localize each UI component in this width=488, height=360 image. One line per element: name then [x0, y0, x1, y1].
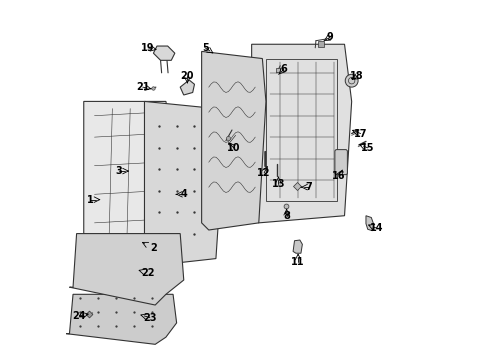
Text: 9: 9 [326, 32, 333, 42]
Text: 22: 22 [141, 268, 155, 278]
Text: 3: 3 [115, 166, 122, 176]
Text: 11: 11 [291, 257, 304, 267]
Text: 20: 20 [180, 71, 194, 81]
Polygon shape [144, 102, 223, 266]
Text: 5: 5 [202, 43, 208, 53]
Text: 21: 21 [136, 82, 149, 92]
Text: 24: 24 [73, 311, 86, 321]
Text: 23: 23 [143, 312, 156, 323]
Text: 8: 8 [283, 211, 289, 221]
Polygon shape [201, 51, 265, 230]
Polygon shape [66, 294, 176, 344]
Text: 15: 15 [360, 143, 374, 153]
Text: 6: 6 [280, 64, 286, 74]
Polygon shape [365, 216, 373, 231]
Text: 13: 13 [271, 179, 285, 189]
Circle shape [345, 74, 357, 87]
Text: 17: 17 [353, 129, 366, 139]
Text: 16: 16 [332, 171, 345, 181]
Text: 12: 12 [257, 168, 270, 178]
Polygon shape [292, 240, 302, 253]
Text: 14: 14 [369, 223, 383, 233]
Text: 4: 4 [180, 189, 187, 199]
Polygon shape [180, 80, 194, 95]
Text: 19: 19 [141, 43, 155, 53]
Polygon shape [251, 44, 351, 223]
Text: 18: 18 [349, 71, 363, 81]
Polygon shape [83, 102, 173, 258]
Text: 2: 2 [150, 243, 157, 253]
Polygon shape [69, 234, 183, 305]
Text: 1: 1 [87, 195, 93, 204]
Text: 7: 7 [305, 182, 311, 192]
Text: 10: 10 [226, 143, 240, 153]
FancyBboxPatch shape [334, 150, 346, 175]
Polygon shape [153, 46, 175, 60]
